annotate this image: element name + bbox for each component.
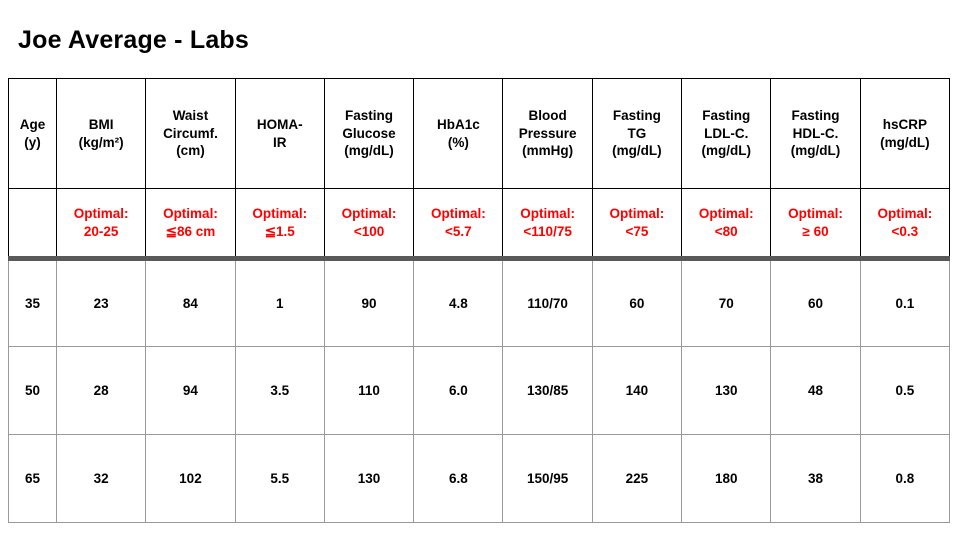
data-cell: 84: [145, 258, 236, 347]
optimal-cell-hscrp: Optimal: <0.3: [859, 188, 951, 261]
data-cell: 0.5: [859, 346, 951, 435]
optimal-cell-homa-ir: Optimal: ≦1.5: [234, 188, 325, 261]
data-cell: 65: [8, 434, 57, 523]
data-cell: 35: [8, 258, 57, 347]
data-cell: 130/85: [502, 346, 593, 435]
data-cell: 150/95: [502, 434, 593, 523]
column-header-blood-pressure: Blood Pressure (mmHg): [502, 78, 593, 189]
data-cell: 48: [770, 346, 861, 435]
data-cell: 3.5: [234, 346, 325, 435]
optimal-cell-fasting-tg: Optimal: <75: [591, 188, 683, 261]
data-cell: 0.1: [859, 258, 951, 347]
column-header-fasting-hdl: Fasting HDL-C. (mg/dL): [770, 78, 861, 189]
optimal-cell-fasting-hdl: Optimal: ≥ 60: [770, 188, 861, 261]
column-header-homa-ir: HOMA- IR: [234, 78, 325, 189]
data-cell: 6.0: [413, 346, 504, 435]
data-cell: 0.8: [859, 434, 951, 523]
data-cell: 23: [55, 258, 147, 347]
data-cell: 5.5: [234, 434, 325, 523]
data-cell: 94: [145, 346, 236, 435]
data-cell: 102: [145, 434, 236, 523]
optimal-cell-hba1c: Optimal: <5.7: [413, 188, 504, 261]
header-row: Age (y) BMI (kg/m²) Waist Circumf. (cm) …: [8, 78, 951, 189]
data-cell: 110/70: [502, 258, 593, 347]
table-row-age-50: 50 28 94 3.5 110 6.0 130/85 140 130 48 0…: [8, 346, 951, 435]
data-cell: 4.8: [413, 258, 504, 347]
optimal-cell-fasting-ldl: Optimal: <80: [681, 188, 772, 261]
column-header-fasting-glucose: Fasting Glucose (mg/dL): [323, 78, 415, 189]
table-row-age-65: 65 32 102 5.5 130 6.8 150/95 225 180 38 …: [8, 434, 951, 523]
data-cell: 38: [770, 434, 861, 523]
optimal-row: Optimal: 20-25 Optimal: ≦86 cm Optimal: …: [8, 188, 951, 261]
data-cell: 28: [55, 346, 147, 435]
data-cell: 130: [681, 346, 772, 435]
column-header-bmi: BMI (kg/m²): [55, 78, 147, 189]
data-cell: 60: [770, 258, 861, 347]
data-cell: 32: [55, 434, 147, 523]
data-cell: 50: [8, 346, 57, 435]
column-header-waist: Waist Circumf. (cm): [145, 78, 236, 189]
data-cell: 130: [323, 434, 415, 523]
data-cell: 6.8: [413, 434, 504, 523]
data-cell: 90: [323, 258, 415, 347]
data-cell: 140: [591, 346, 683, 435]
optimal-cell-blood-pressure: Optimal: <110/75: [502, 188, 593, 261]
data-cell: 110: [323, 346, 415, 435]
data-cell: 225: [591, 434, 683, 523]
column-header-age: Age (y): [8, 78, 57, 189]
labs-table: Age (y) BMI (kg/m²) Waist Circumf. (cm) …: [8, 78, 951, 523]
column-header-fasting-tg: Fasting TG (mg/dL): [591, 78, 683, 189]
optimal-cell-bmi: Optimal: 20-25: [55, 188, 147, 261]
data-cell: 60: [591, 258, 683, 347]
optimal-cell-waist: Optimal: ≦86 cm: [145, 188, 236, 261]
data-cell: 180: [681, 434, 772, 523]
data-cell: 70: [681, 258, 772, 347]
optimal-cell-age: [8, 188, 57, 261]
table-row-age-35: 35 23 84 1 90 4.8 110/70 60 70 60 0.1: [8, 258, 951, 347]
data-cell: 1: [234, 258, 325, 347]
column-header-hba1c: HbA1c (%): [413, 78, 504, 189]
page-title: Joe Average - Labs: [18, 26, 250, 54]
optimal-cell-fasting-glucose: Optimal: <100: [323, 188, 415, 261]
column-header-fasting-ldl: Fasting LDL-C. (mg/dL): [681, 78, 772, 189]
column-header-hscrp: hsCRP (mg/dL): [859, 78, 951, 189]
